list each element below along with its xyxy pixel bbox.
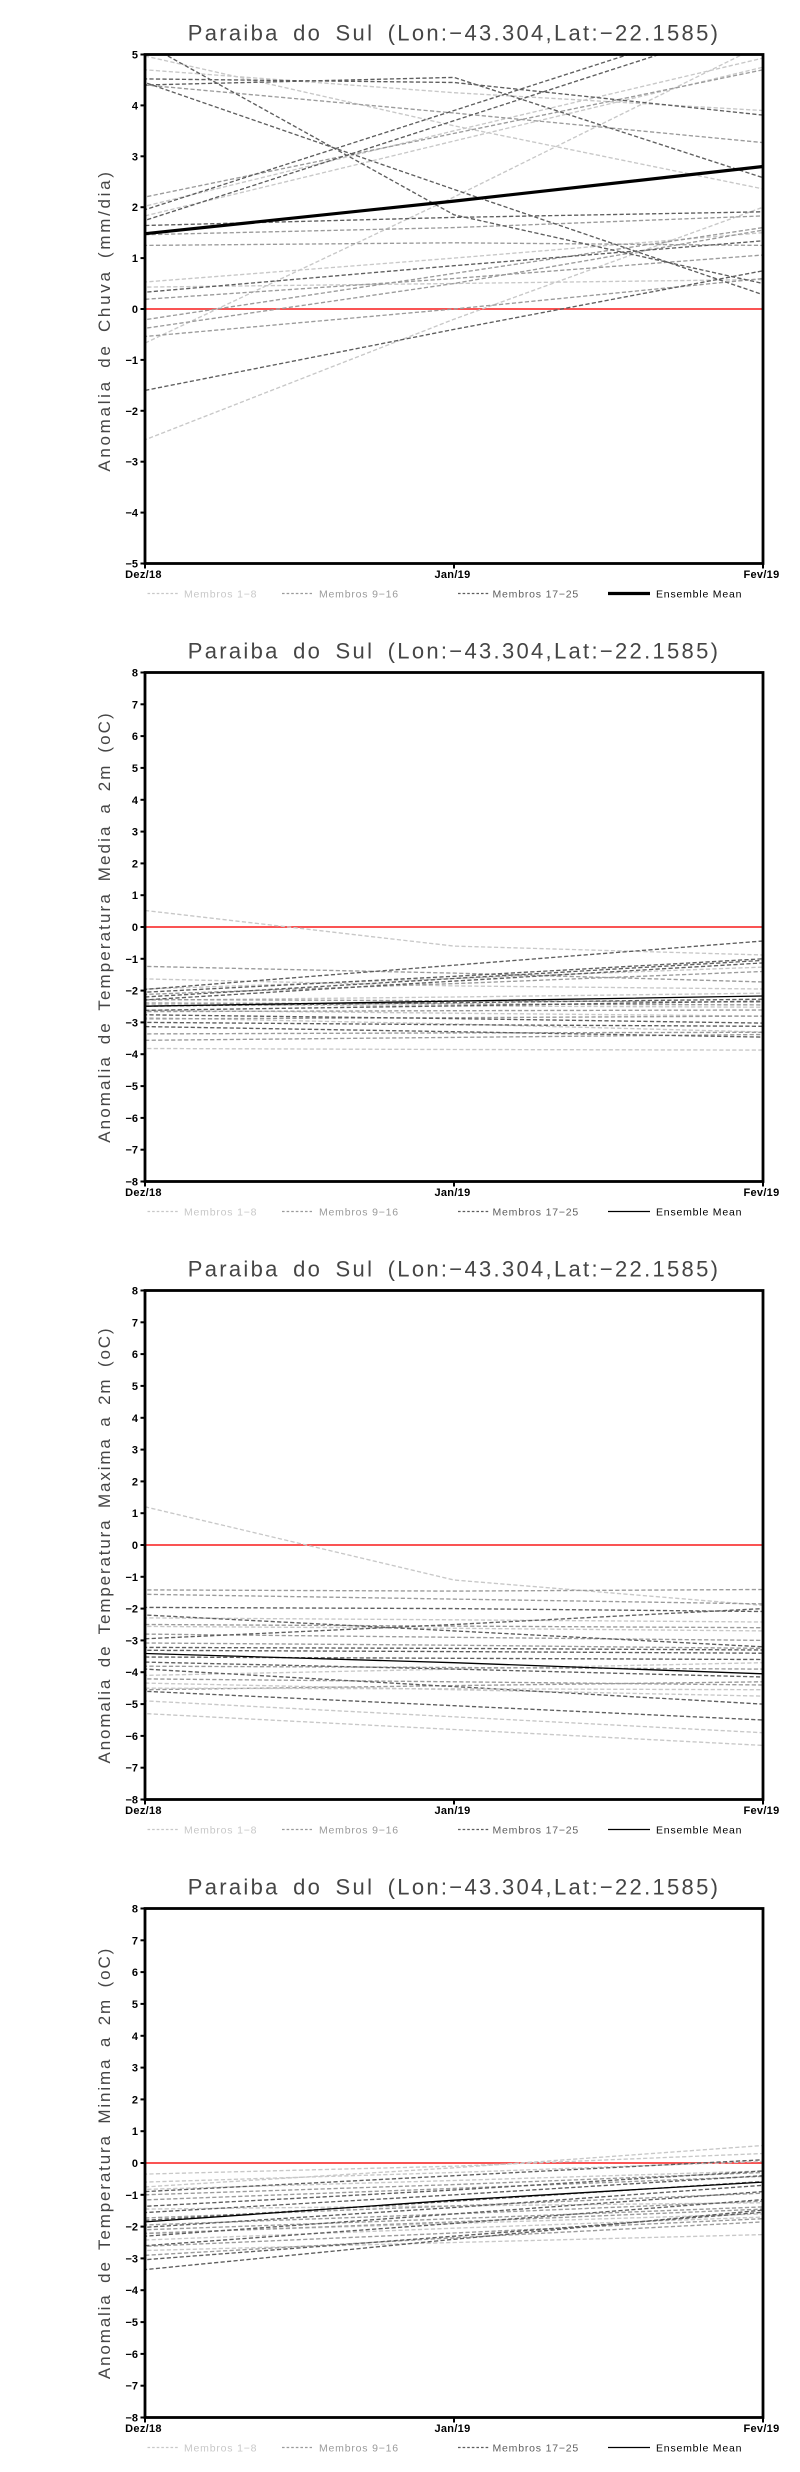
svg-text:−4: −4 <box>125 1049 138 1061</box>
svg-text:7: 7 <box>132 1317 138 1329</box>
svg-text:3: 3 <box>132 151 138 163</box>
svg-text:−7: −7 <box>125 2381 138 2393</box>
svg-text:−8: −8 <box>125 2413 138 2425</box>
svg-text:5: 5 <box>132 763 138 775</box>
svg-text:−2: −2 <box>125 2222 138 2234</box>
svg-text:0: 0 <box>132 304 138 316</box>
svg-text:Membros 17−25: Membros 17−25 <box>493 1207 580 1219</box>
svg-text:7: 7 <box>132 1935 138 1947</box>
svg-text:3: 3 <box>132 2063 138 2075</box>
svg-text:5: 5 <box>132 1381 138 1393</box>
svg-text:−6: −6 <box>125 2349 138 2361</box>
svg-text:6: 6 <box>132 731 138 743</box>
svg-text:−8: −8 <box>125 1177 138 1189</box>
svg-text:−5: −5 <box>125 1081 138 1093</box>
svg-text:5: 5 <box>132 1999 138 2011</box>
svg-text:Ensemble Mean: Ensemble Mean <box>656 1207 742 1219</box>
svg-text:−4: −4 <box>125 1667 138 1679</box>
svg-text:Paraiba do Sul (Lon:−43.304,La: Paraiba do Sul (Lon:−43.304,Lat:−22.1585… <box>188 1875 721 1900</box>
svg-text:8: 8 <box>132 1904 138 1916</box>
svg-text:6: 6 <box>132 1967 138 1979</box>
svg-text:0: 0 <box>132 2158 138 2170</box>
svg-text:Dez/18: Dez/18 <box>125 1187 162 1199</box>
svg-text:−5: −5 <box>125 1699 138 1711</box>
svg-text:Ensemble Mean: Ensemble Mean <box>656 589 742 601</box>
svg-text:−6: −6 <box>125 1731 138 1743</box>
svg-text:Membros 9−16: Membros 9−16 <box>319 1825 399 1837</box>
svg-text:−4: −4 <box>125 2285 138 2297</box>
svg-text:3: 3 <box>132 827 138 839</box>
svg-text:Fev/19: Fev/19 <box>743 1187 779 1199</box>
svg-text:−5: −5 <box>125 2317 138 2329</box>
svg-text:−2: −2 <box>125 406 138 418</box>
svg-text:2: 2 <box>132 202 138 214</box>
svg-text:Dez/18: Dez/18 <box>125 569 162 581</box>
svg-text:5: 5 <box>132 50 138 62</box>
svg-text:Membros 17−25: Membros 17−25 <box>493 2443 580 2455</box>
svg-text:−7: −7 <box>125 1145 138 1157</box>
svg-text:−7: −7 <box>125 1763 138 1775</box>
svg-text:Fev/19: Fev/19 <box>743 2423 779 2435</box>
svg-text:Ensemble Mean: Ensemble Mean <box>656 1825 742 1837</box>
svg-text:−5: −5 <box>125 559 138 571</box>
svg-text:−6: −6 <box>125 1113 138 1125</box>
svg-text:1: 1 <box>132 253 138 265</box>
svg-text:4: 4 <box>132 2031 139 2043</box>
svg-text:2: 2 <box>132 1476 138 1488</box>
svg-text:−4: −4 <box>125 508 138 520</box>
svg-text:4: 4 <box>132 795 139 807</box>
svg-text:2: 2 <box>132 2094 138 2106</box>
svg-text:Jan/19: Jan/19 <box>434 2423 470 2435</box>
svg-text:Dez/18: Dez/18 <box>125 2423 162 2435</box>
svg-text:Fev/19: Fev/19 <box>743 1805 779 1817</box>
svg-text:1: 1 <box>132 890 138 902</box>
svg-text:Membros 9−16: Membros 9−16 <box>319 1207 399 1219</box>
svg-text:−3: −3 <box>125 1635 138 1647</box>
svg-text:Membros 1−8: Membros 1−8 <box>184 1207 257 1219</box>
svg-text:−3: −3 <box>125 1017 138 1029</box>
svg-text:8: 8 <box>132 1286 138 1298</box>
svg-text:Anomalia de Temperatura Media: Anomalia de Temperatura Media a 2m (oC) <box>95 711 114 1143</box>
svg-text:−3: −3 <box>125 457 138 469</box>
svg-text:0: 0 <box>132 1540 138 1552</box>
svg-text:Fev/19: Fev/19 <box>743 569 779 581</box>
svg-text:−2: −2 <box>125 1604 138 1616</box>
svg-text:Membros 9−16: Membros 9−16 <box>319 2443 399 2455</box>
svg-text:−1: −1 <box>125 1572 138 1584</box>
svg-text:Membros 17−25: Membros 17−25 <box>493 589 580 601</box>
svg-text:7: 7 <box>132 699 138 711</box>
svg-text:6: 6 <box>132 1349 138 1361</box>
svg-text:Anomalia de Temperatura Minima: Anomalia de Temperatura Minima a 2m (oC) <box>95 1947 114 2379</box>
svg-text:−8: −8 <box>125 1795 138 1807</box>
svg-text:Membros 9−16: Membros 9−16 <box>319 589 399 601</box>
svg-text:1: 1 <box>132 1508 138 1520</box>
svg-text:Jan/19: Jan/19 <box>434 569 470 581</box>
svg-text:Anomalia de Temperatura Maxima: Anomalia de Temperatura Maxima a 2m (oC) <box>95 1327 114 1764</box>
svg-text:−1: −1 <box>125 355 138 367</box>
svg-text:Jan/19: Jan/19 <box>434 1805 470 1817</box>
svg-text:Membros 1−8: Membros 1−8 <box>184 2443 257 2455</box>
svg-text:0: 0 <box>132 922 138 934</box>
svg-text:Paraiba do Sul (Lon:−43.304,La: Paraiba do Sul (Lon:−43.304,Lat:−22.1585… <box>188 21 721 46</box>
svg-text:Membros 1−8: Membros 1−8 <box>184 1825 257 1837</box>
svg-text:1: 1 <box>132 2126 138 2138</box>
svg-text:4: 4 <box>132 1413 139 1425</box>
svg-text:Paraiba do Sul (Lon:−43.304,La: Paraiba do Sul (Lon:−43.304,Lat:−22.1585… <box>188 639 721 664</box>
svg-text:−2: −2 <box>125 986 138 998</box>
svg-text:Membros 1−8: Membros 1−8 <box>184 589 257 601</box>
svg-text:3: 3 <box>132 1445 138 1457</box>
svg-text:−3: −3 <box>125 2253 138 2265</box>
svg-text:Membros 17−25: Membros 17−25 <box>493 1825 580 1837</box>
svg-text:−1: −1 <box>125 2190 138 2202</box>
svg-text:Paraiba do Sul (Lon:−43.304,La: Paraiba do Sul (Lon:−43.304,Lat:−22.1585… <box>188 1257 721 1282</box>
svg-text:Dez/18: Dez/18 <box>125 1805 162 1817</box>
svg-text:2: 2 <box>132 858 138 870</box>
svg-text:Anomalia de Chuva (mm/dia): Anomalia de Chuva (mm/dia) <box>95 169 114 471</box>
svg-text:8: 8 <box>132 668 138 680</box>
svg-text:4: 4 <box>132 100 139 112</box>
svg-text:−1: −1 <box>125 954 138 966</box>
svg-text:Jan/19: Jan/19 <box>434 1187 470 1199</box>
svg-text:Ensemble Mean: Ensemble Mean <box>656 2443 742 2455</box>
